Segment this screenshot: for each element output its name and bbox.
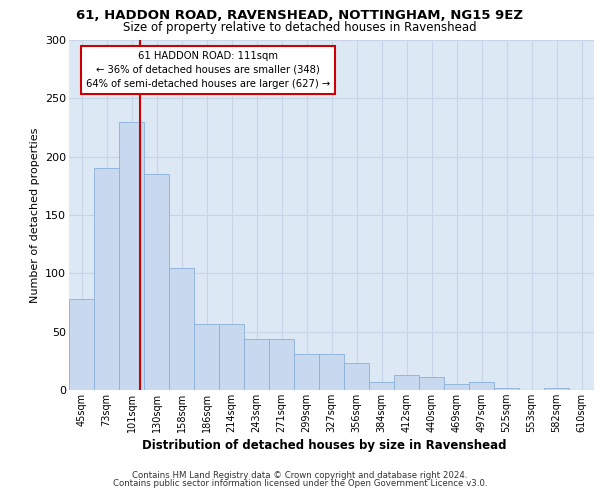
Text: Size of property relative to detached houses in Ravenshead: Size of property relative to detached ho… — [123, 22, 477, 35]
Text: 61, HADDON ROAD, RAVENSHEAD, NOTTINGHAM, NG15 9EZ: 61, HADDON ROAD, RAVENSHEAD, NOTTINGHAM,… — [77, 9, 523, 22]
Bar — [394, 375, 419, 390]
Text: 61 HADDON ROAD: 111sqm
← 36% of detached houses are smaller (348)
64% of semi-de: 61 HADDON ROAD: 111sqm ← 36% of detached… — [86, 50, 330, 88]
Bar — [169, 268, 194, 390]
Bar — [144, 174, 169, 390]
Y-axis label: Number of detached properties: Number of detached properties — [29, 128, 40, 302]
Bar — [344, 363, 369, 390]
Bar — [469, 382, 494, 390]
Bar — [69, 299, 94, 390]
Text: Distribution of detached houses by size in Ravenshead: Distribution of detached houses by size … — [142, 440, 506, 452]
Bar — [119, 122, 144, 390]
Bar — [244, 338, 269, 390]
Bar — [369, 382, 394, 390]
Bar — [319, 354, 344, 390]
Bar — [194, 324, 219, 390]
Bar — [494, 388, 519, 390]
Bar — [444, 384, 469, 390]
Bar — [419, 377, 444, 390]
Bar — [94, 168, 119, 390]
Bar — [219, 324, 244, 390]
Bar — [544, 388, 569, 390]
Text: Contains HM Land Registry data © Crown copyright and database right 2024.: Contains HM Land Registry data © Crown c… — [132, 471, 468, 480]
Bar — [294, 354, 319, 390]
Text: Contains public sector information licensed under the Open Government Licence v3: Contains public sector information licen… — [113, 479, 487, 488]
Bar — [269, 338, 294, 390]
